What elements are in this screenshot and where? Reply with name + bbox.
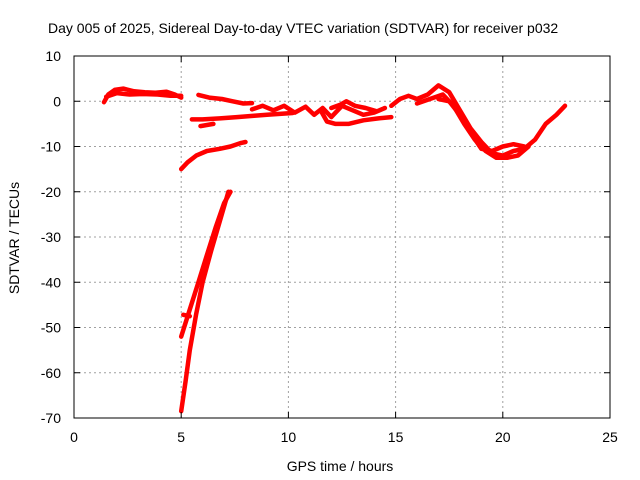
x-tick-label: 5 <box>177 429 185 445</box>
y-tick-label: 10 <box>45 48 61 64</box>
y-tick-label: -10 <box>41 139 61 155</box>
series-track-g <box>249 103 388 120</box>
series-track-g3 <box>329 99 379 114</box>
y-axis-label: SDTVAR / TECUs <box>6 182 22 294</box>
y-tick-label: 0 <box>53 93 61 109</box>
x-tick-label: 15 <box>388 429 404 445</box>
series-track-d <box>178 189 231 414</box>
series-track-e2 <box>198 121 216 129</box>
x-tick-label: 10 <box>281 429 297 445</box>
y-tick-label: -30 <box>41 229 61 245</box>
series-track-a2 <box>103 90 184 99</box>
series-track-e <box>189 110 295 122</box>
y-tick-label: -20 <box>41 184 61 200</box>
x-tick-label: 20 <box>495 429 511 445</box>
x-tick-label: 25 <box>602 429 618 445</box>
grid <box>74 56 610 418</box>
series-track-a <box>101 86 184 105</box>
x-axis-label: GPS time / hours <box>287 458 394 474</box>
y-tick-label: -60 <box>41 365 61 381</box>
chart-title: Day 005 of 2025, Sidereal Day-to-day VTE… <box>48 20 558 36</box>
y-tick-label: -50 <box>41 320 61 336</box>
series-track-h <box>389 83 568 158</box>
y-tick-label: -70 <box>41 410 61 426</box>
ticks: 0 5 10 15 20 25 10 0 -10 -20 -30 -40 -50 -60 -70 <box>41 48 618 445</box>
series-track-h3 <box>436 96 527 154</box>
series-track-d2 <box>178 189 233 339</box>
series-track-h2 <box>414 92 531 161</box>
series-track-g2 <box>318 108 394 127</box>
series-track-b <box>178 139 248 172</box>
y-tick-label: -40 <box>41 274 61 290</box>
series-layer <box>101 83 568 414</box>
x-tick-label: 0 <box>70 429 78 445</box>
series-track-f <box>196 92 255 106</box>
